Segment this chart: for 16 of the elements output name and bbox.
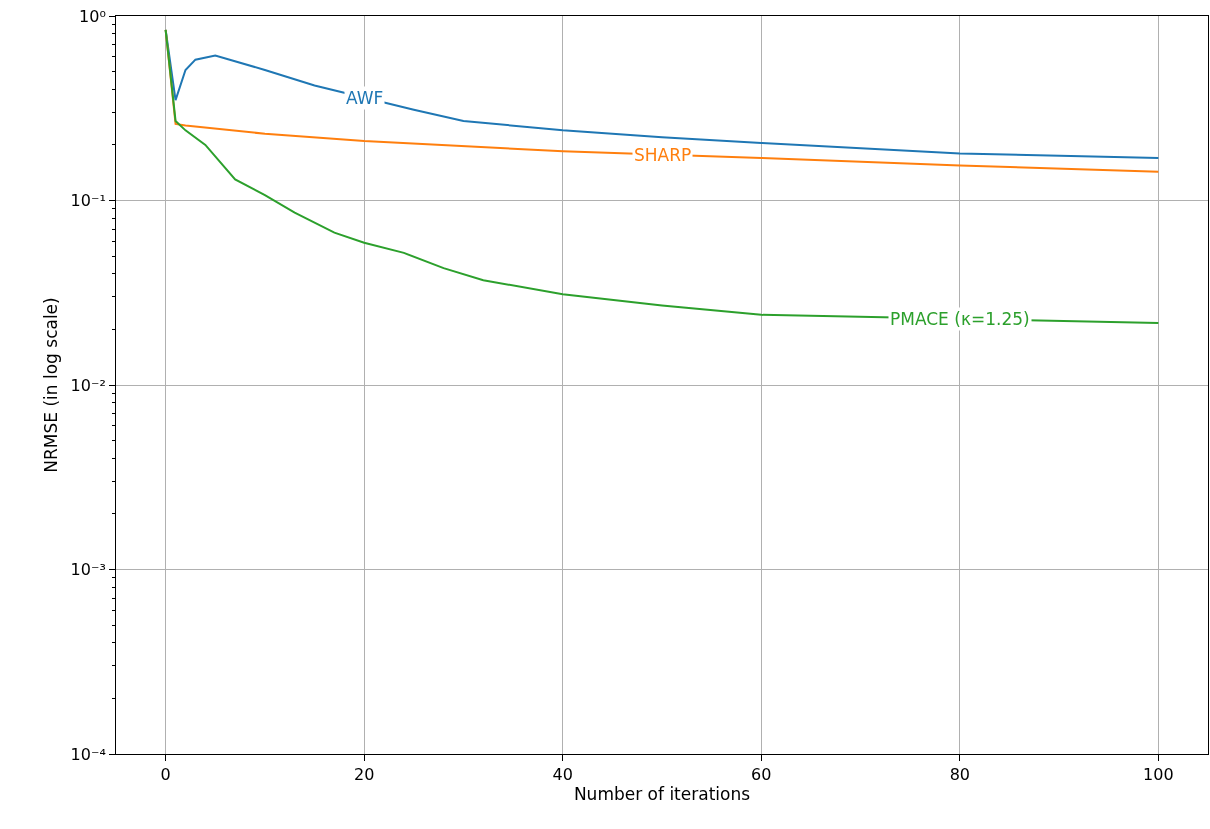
y-tick-label: 10⁻¹ — [70, 191, 106, 211]
x-tick-label: 80 — [949, 765, 970, 785]
y-axis-title: NRMSE (in log scale) — [41, 297, 62, 473]
y-tick-label: 10⁻⁴ — [70, 744, 106, 764]
x-tick-label: 40 — [552, 765, 573, 785]
x-tick-label: 20 — [354, 765, 375, 785]
y-tick-label: 10⁻² — [70, 375, 106, 395]
x-tick-label: 60 — [751, 765, 772, 785]
y-tick-label: 10⁰ — [79, 6, 106, 26]
series-label: AWF — [346, 88, 384, 108]
y-tick-label: 10⁻³ — [70, 560, 106, 580]
series-label: PMACE (κ=1.25) — [890, 309, 1030, 329]
x-axis-title: Number of iterations — [573, 783, 751, 804]
series-label: SHARP — [634, 145, 692, 165]
x-tick-label: 100 — [1143, 765, 1174, 785]
x-tick-label: 0 — [160, 765, 171, 785]
